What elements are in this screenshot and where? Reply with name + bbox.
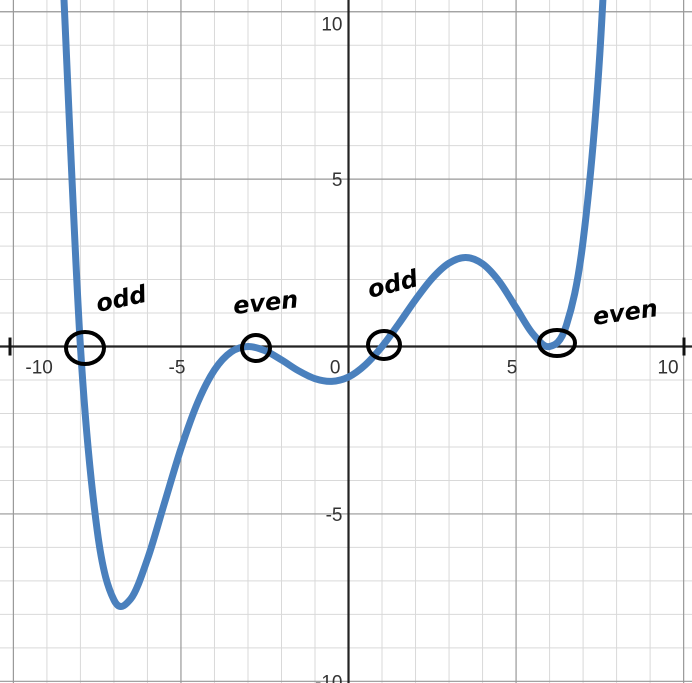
curve-layer [60, 0, 607, 610]
annotation: odd [93, 280, 149, 318]
x-tick-label: 5 [507, 358, 518, 379]
x-tick-label: 10 [657, 358, 678, 379]
y-tick-label: -10 [315, 672, 342, 683]
x-tick-label: 0 [330, 358, 341, 379]
x-tick-label: -5 [169, 358, 186, 379]
x-tick-label: -10 [25, 358, 52, 379]
root-circle [537, 328, 577, 358]
y-tick-label: 10 [321, 15, 342, 36]
y-tick-label: -5 [326, 505, 343, 526]
annotation: even [591, 294, 660, 331]
root-circle [64, 330, 106, 366]
function-curve [60, 0, 607, 610]
y-tick-label: 5 [332, 170, 343, 191]
annotation: even [232, 285, 300, 320]
root-circle [366, 329, 402, 361]
root-circle [240, 333, 272, 363]
